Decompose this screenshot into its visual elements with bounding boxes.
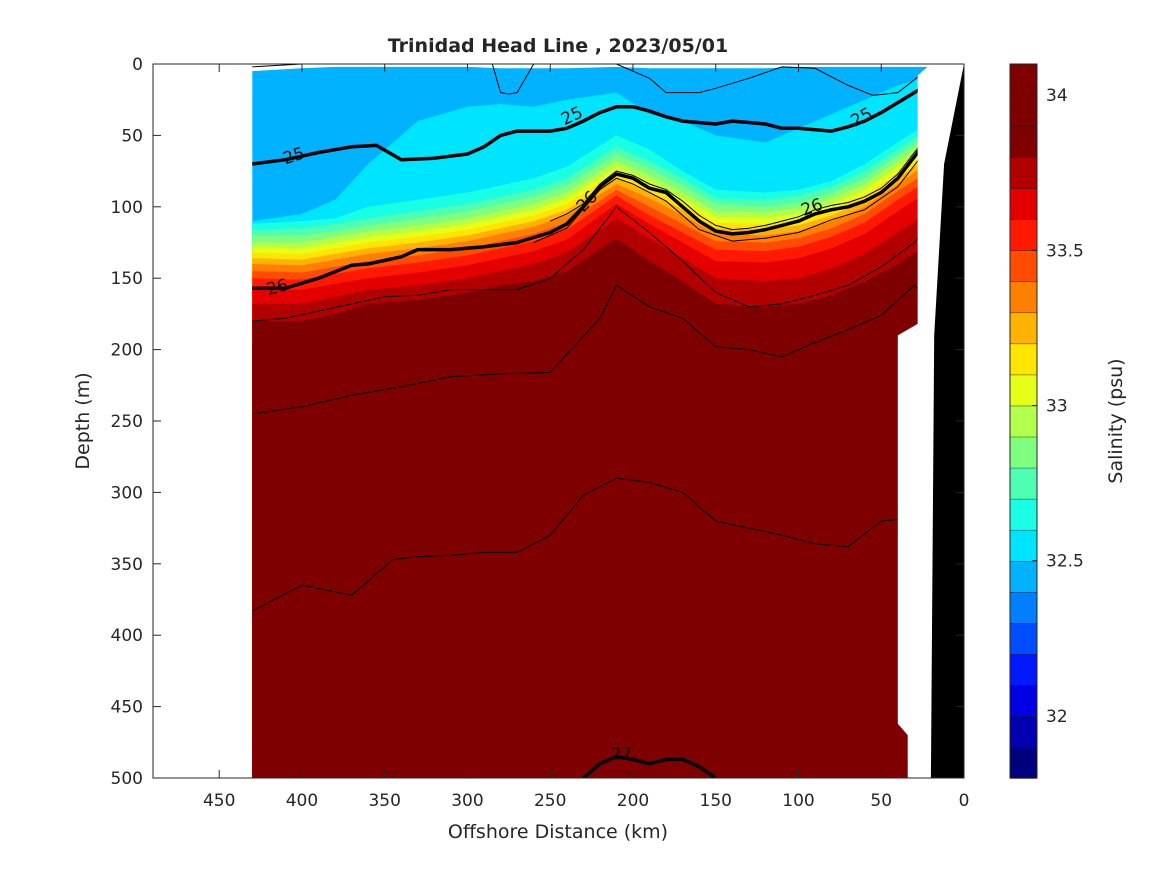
y-tick-label: 300 — [111, 483, 143, 503]
colorbar-swatch — [1009, 250, 1038, 283]
y-axis-label: Depth (m) — [72, 372, 94, 469]
y-tick-label: 450 — [111, 698, 143, 718]
colorbar-swatches — [1009, 63, 1038, 779]
colorbar-swatch — [1009, 653, 1038, 686]
colorbar-swatch — [1009, 94, 1038, 127]
y-tick-label: 50 — [121, 126, 143, 146]
y-tick-label: 400 — [111, 626, 143, 646]
colorbar-swatch — [1009, 405, 1038, 438]
colorbar-label: Salinity (psu) — [1105, 358, 1127, 483]
x-tick-label: 400 — [286, 791, 318, 811]
colorbar-swatch — [1009, 715, 1038, 748]
colorbar-swatch — [1009, 746, 1038, 779]
colorbar-swatch — [1009, 622, 1038, 655]
continental-shelf — [897, 64, 964, 778]
y-tick-label: 350 — [111, 555, 143, 575]
colorbar-swatch — [1009, 591, 1038, 624]
salinity-fill-layers — [252, 66, 931, 778]
seafloor-bathymetry — [930, 64, 964, 778]
colorbar-swatch — [1009, 125, 1038, 158]
y-tick-label: 150 — [111, 269, 143, 289]
density-contour-27 — [582, 754, 717, 778]
colorbar-tick-label: 32.5 — [1046, 552, 1084, 572]
x-tick-label: 300 — [451, 791, 483, 811]
colorbar-swatch — [1009, 498, 1038, 531]
y-axis-ticks: 0 50 100 150 200 250 300 350 400 450 500 — [111, 55, 964, 789]
colorbar-swatch — [1009, 684, 1038, 717]
y-tick-label: 250 — [111, 412, 143, 432]
density-contour-26 — [252, 134, 933, 290]
thin-contour-4 — [252, 477, 932, 612]
chart-title: Trinidad Head Line , 2023/05/01 — [388, 35, 728, 57]
x-tick-label: 50 — [870, 791, 892, 811]
colorbar-swatch — [1009, 281, 1038, 314]
colorbar-swatch — [1009, 467, 1038, 500]
colorbar-swatch — [1009, 343, 1038, 376]
colorbar-tick-label: 34 — [1046, 86, 1068, 106]
colorbar-swatch — [1009, 436, 1038, 469]
contour-label-27-1: 27 — [611, 745, 633, 765]
density-contour-25 — [252, 81, 932, 166]
colorbar-swatch — [1009, 219, 1038, 251]
x-tick-label: 350 — [368, 791, 400, 811]
thin-contour-1 — [252, 64, 932, 96]
thin-contour-6 — [533, 143, 932, 243]
y-tick-label: 100 — [111, 198, 143, 218]
colorbar-tick-label: 33.5 — [1046, 241, 1084, 261]
thin-contour-2 — [252, 206, 932, 322]
y-tick-label: 200 — [111, 341, 143, 361]
colorbar-swatch — [1009, 312, 1038, 345]
thin-contour-5 — [550, 132, 932, 231]
x-axis-ticks: 450 400 350 300 250 200 150 100 50 0 — [203, 64, 969, 811]
x-tick-label: 150 — [700, 791, 732, 811]
x-tick-label: 100 — [782, 791, 814, 811]
colorbar-swatch — [1009, 529, 1038, 562]
colorbar-ticks: 32 32.5 33 33.5 34 — [1032, 86, 1084, 727]
colorbar-tick-label: 33 — [1046, 396, 1068, 416]
thin-contour-3 — [252, 284, 932, 415]
x-axis-label: Offshore Distance (km) — [448, 821, 668, 843]
x-tick-label: 450 — [203, 791, 235, 811]
colorbar-swatch — [1009, 63, 1038, 96]
colorbar: 32 32.5 33 33.5 34 — [1009, 63, 1084, 779]
x-tick-label: 250 — [534, 791, 566, 811]
thin-density-contours — [252, 64, 932, 612]
salinity-layer-34-1 — [252, 556, 931, 778]
x-tick-label: 200 — [617, 791, 649, 811]
y-tick-label: 500 — [111, 769, 143, 789]
y-tick-label: 0 — [132, 55, 143, 75]
colorbar-tick-label: 32 — [1046, 707, 1068, 727]
x-tick-label: 0 — [959, 791, 970, 811]
colorbar-swatch — [1009, 560, 1038, 593]
colorbar-swatch — [1009, 187, 1038, 220]
colorbar-swatch — [1009, 374, 1038, 407]
colorbar-frame — [1009, 63, 1038, 779]
colorbar-swatch — [1009, 156, 1038, 189]
